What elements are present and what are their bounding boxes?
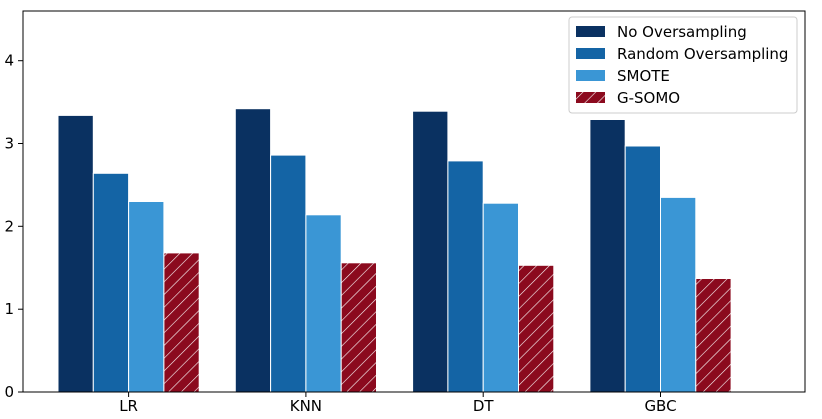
legend-swatch-smote: [576, 70, 605, 81]
legend-label-smote: SMOTE: [617, 67, 670, 85]
y-tick-label: 1: [4, 300, 14, 318]
x-tick-label: DT: [473, 397, 495, 415]
legend-swatch-no-oversampling: [576, 26, 605, 37]
bar-smote-knn: [305, 214, 342, 393]
bar-smote-gbc: [660, 196, 697, 393]
bar-random-oversampling-dt: [447, 160, 484, 393]
y-tick-label: 4: [4, 52, 14, 70]
bars-layer: [57, 108, 732, 393]
y-tick-label: 2: [4, 217, 14, 235]
y-tick-label: 3: [4, 135, 14, 153]
bar-random-oversampling-lr: [92, 172, 130, 393]
legend-swatch-random-oversampling: [576, 48, 605, 59]
bar-no-oversampling-knn: [234, 108, 272, 393]
legend-swatch-g-somo: [576, 92, 605, 103]
y-axis: 0 1 2 3 4: [4, 52, 23, 401]
bar-g-somo-dt: [518, 264, 555, 393]
x-tick-label: KNN: [290, 397, 322, 415]
legend-label-no-oversampling: No Oversampling: [617, 23, 747, 41]
bar-no-oversampling-gbc: [589, 119, 626, 393]
legend-label-g-somo: G-SOMO: [617, 89, 680, 107]
bar-g-somo-knn: [340, 262, 378, 393]
y-tick-label: 0: [4, 383, 14, 401]
plot-frame: [22, 10, 806, 393]
x-tick-label: LR: [119, 397, 138, 415]
bar-no-oversampling-dt: [412, 110, 449, 393]
legend: No Oversampling Random Oversampling SMOTE G…: [568, 16, 798, 114]
bar-smote-lr: [128, 201, 165, 393]
bar-random-oversampling-gbc: [624, 145, 662, 393]
x-axis: LR KNN DT GBC: [119, 392, 677, 415]
legend-box: [568, 16, 798, 114]
bar-random-oversampling-knn: [270, 154, 307, 393]
bar-no-oversampling-lr: [57, 114, 94, 393]
legend-label-random-oversampling: Random Oversampling: [617, 45, 788, 63]
bar-g-somo-gbc: [695, 278, 732, 393]
bar-smote-dt: [482, 202, 520, 393]
bar-g-somo-lr: [163, 252, 200, 393]
x-tick-label: GBC: [644, 397, 676, 415]
